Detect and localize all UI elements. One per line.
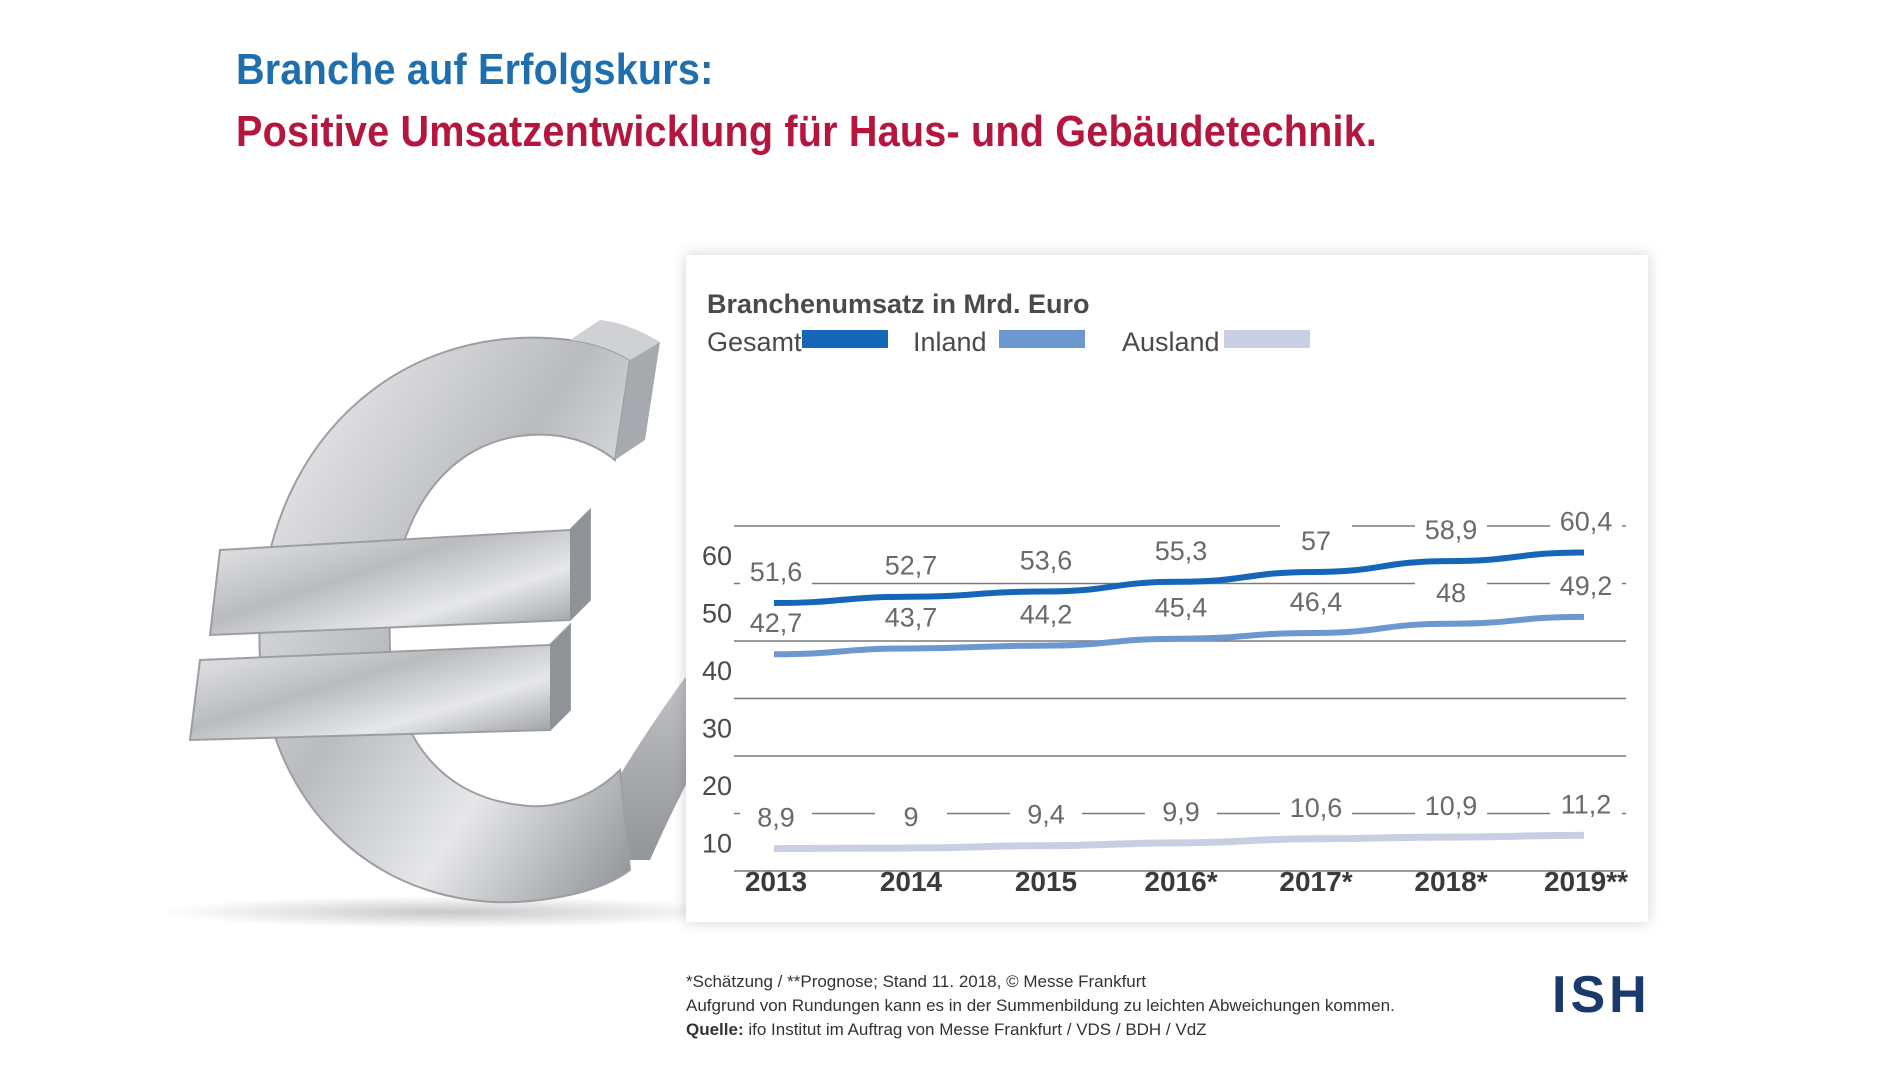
data-label-bg [875, 800, 947, 832]
series-line-ausland [773, 831, 1585, 853]
y-tick-label: 60 [702, 541, 732, 571]
data-label: 57 [1301, 526, 1331, 556]
footnote-rounding: Aufgrund von Rundungen kann es in der Su… [686, 996, 1395, 1015]
data-label-bg [1550, 568, 1622, 601]
series-line-inland [773, 613, 1585, 658]
data-label: 48 [1436, 578, 1466, 608]
y-tick-label: 10 [702, 828, 732, 858]
footnote-estimate: *Schätzung / **Prognose; Stand 11. 2018,… [686, 972, 1147, 991]
data-label-bg [1415, 513, 1487, 546]
data-label: 58,9 [1425, 515, 1478, 545]
data-label-bg [1415, 789, 1487, 822]
y-tick-label: 50 [702, 598, 732, 628]
chart-title: Branchenumsatz in Mrd. Euro [707, 289, 1090, 319]
x-tick-label: 2015 [1015, 866, 1077, 897]
data-label: 55,3 [1155, 536, 1208, 566]
series-line-gesamt [773, 549, 1585, 607]
data-label-bg [740, 606, 812, 639]
data-label-bg [1010, 597, 1082, 630]
headline-line1: Branche auf Erfolgskurs: [236, 45, 714, 94]
chart-series-lines [773, 549, 1585, 853]
data-label: 10,6 [1290, 793, 1343, 823]
data-label: 10,9 [1425, 791, 1478, 821]
data-label: 9,9 [1162, 797, 1200, 827]
footnote-source: Quelle: ifo Institut im Auftrag von Mess… [686, 1020, 1207, 1040]
data-label: 44,2 [1020, 600, 1073, 630]
data-label-bg [875, 548, 947, 581]
y-tick-label: 40 [702, 656, 732, 686]
line-chart: Branchenumsatz in Mrd. Euro Gesamt Inland… [702, 289, 1628, 897]
x-tick-label: 2014 [880, 866, 943, 897]
data-label: 45,4 [1155, 593, 1208, 623]
data-label-bg [740, 555, 812, 588]
x-tick-label: 2018* [1414, 866, 1487, 897]
y-axis-ticks: 10 20 30 40 50 60 [702, 541, 732, 859]
data-label: 53,6 [1020, 546, 1073, 576]
x-tick-label: 2019** [1544, 866, 1628, 897]
source-label: Quelle: [686, 1020, 744, 1039]
x-axis-ticks: 2013 2014 2015 2016* 2017* 2018* 2019** [745, 866, 1628, 897]
source-text: ifo Institut im Auftrag von Messe Frankf… [743, 1020, 1207, 1039]
data-label-bg [1280, 790, 1352, 823]
x-tick-label: 2013 [745, 866, 807, 897]
data-label-bg [1550, 504, 1622, 537]
y-tick-label: 30 [702, 713, 732, 743]
ish-logo: ISH [1552, 966, 1651, 1024]
data-label: 51,6 [750, 557, 803, 587]
legend-swatch-gesamt [802, 330, 888, 348]
data-label-bg [875, 600, 947, 633]
data-label: 49,2 [1560, 571, 1613, 601]
data-label-bg [1145, 794, 1217, 827]
data-label-bg [1550, 787, 1622, 820]
data-label-bg [1010, 797, 1082, 830]
headline-line2: Positive Umsatzentwicklung für Haus- und… [236, 107, 1378, 156]
chart-panel: Branchenumsatz in Mrd. Euro Gesamt Inland… [686, 255, 1648, 922]
data-label-bg [1010, 543, 1082, 576]
data-label-bg [1280, 584, 1352, 617]
x-tick-label: 2016* [1144, 866, 1217, 897]
chart-legend: Gesamt Inland Ausland [707, 327, 1310, 357]
data-label: 43,7 [885, 602, 938, 632]
data-label-bg [1145, 590, 1217, 623]
data-label: 42,7 [750, 608, 803, 638]
data-label-bg [1145, 533, 1217, 566]
data-label: 8,9 [757, 803, 795, 833]
data-label-bg [1280, 524, 1352, 556]
data-label: 60,4 [1560, 506, 1613, 536]
data-label-bg [1415, 575, 1487, 608]
legend-label-ausland: Ausland [1122, 327, 1220, 357]
x-tick-label: 2017* [1279, 866, 1352, 897]
y-tick-label: 20 [702, 771, 732, 801]
legend-swatch-inland [999, 330, 1085, 348]
data-label-bg [740, 800, 812, 833]
data-label: 9,4 [1027, 800, 1065, 830]
data-label: 52,7 [885, 551, 938, 581]
data-label: 11,2 [1561, 789, 1612, 819]
legend-swatch-ausland [1224, 330, 1310, 348]
chart-data-labels: 51,6 52,7 53,6 55,3 57 58,9 60,4 42,7 43,7 44,2 45… [740, 504, 1622, 833]
data-label: 9 [903, 802, 918, 832]
legend-label-gesamt: Gesamt [707, 327, 802, 357]
data-label: 46,4 [1290, 587, 1343, 617]
legend-label-inland: Inland [913, 327, 987, 357]
